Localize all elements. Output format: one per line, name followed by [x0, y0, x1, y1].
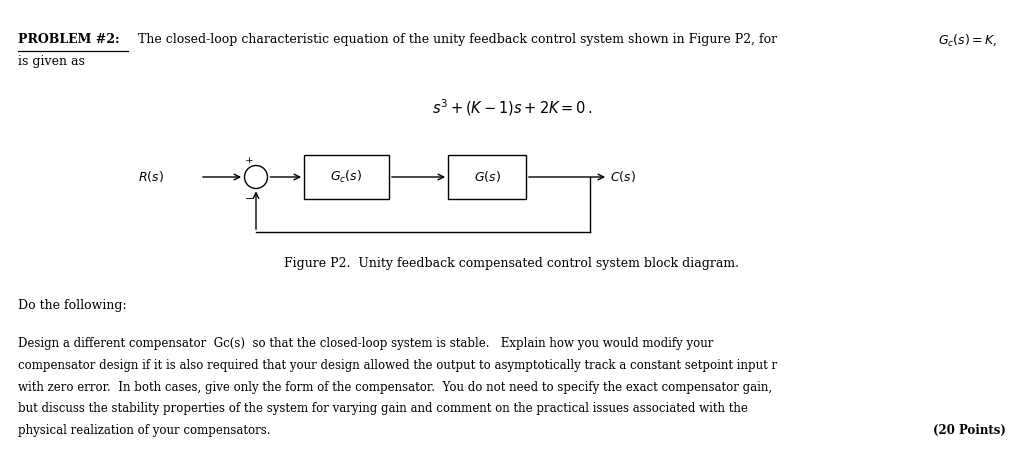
Text: The closed-loop characteristic equation of the unity feedback control system sho: The closed-loop characteristic equation …	[130, 33, 781, 46]
Text: Figure P2.  Unity feedback compensated control system block diagram.: Figure P2. Unity feedback compensated co…	[285, 257, 739, 270]
Text: $s^3 + (K-1)s + 2K = 0\,.$: $s^3 + (K-1)s + 2K = 0\,.$	[432, 97, 592, 118]
Text: +: +	[245, 156, 253, 165]
Text: −: −	[246, 194, 255, 204]
FancyBboxPatch shape	[304, 155, 389, 199]
Text: with zero error.  In both cases, give only the form of the compensator.  You do : with zero error. In both cases, give onl…	[18, 381, 772, 394]
Text: Do the following:: Do the following:	[18, 299, 127, 312]
FancyBboxPatch shape	[449, 155, 526, 199]
Text: compensator design if it is also required that your design allowed the output to: compensator design if it is also require…	[18, 359, 777, 372]
Text: but discuss the stability properties of the system for varying gain and comment : but discuss the stability properties of …	[18, 402, 748, 415]
Text: $C(s)$: $C(s)$	[610, 170, 636, 184]
Text: PROBLEM #2:: PROBLEM #2:	[18, 33, 120, 46]
Text: physical realization of your compensators.: physical realization of your compensator…	[18, 424, 270, 437]
Text: $G_c(s)$: $G_c(s)$	[331, 169, 362, 185]
Text: $G(s)$: $G(s)$	[473, 170, 501, 184]
Text: is given as: is given as	[18, 55, 85, 68]
Text: Design a different compensator  Gc(s)  so that the closed-loop system is stable.: Design a different compensator Gc(s) so …	[18, 337, 714, 350]
Text: $R(s)$: $R(s)$	[138, 170, 164, 184]
Text: (20 Points): (20 Points)	[933, 424, 1006, 437]
Text: $G_c(s) = K$,: $G_c(s) = K$,	[938, 33, 997, 48]
